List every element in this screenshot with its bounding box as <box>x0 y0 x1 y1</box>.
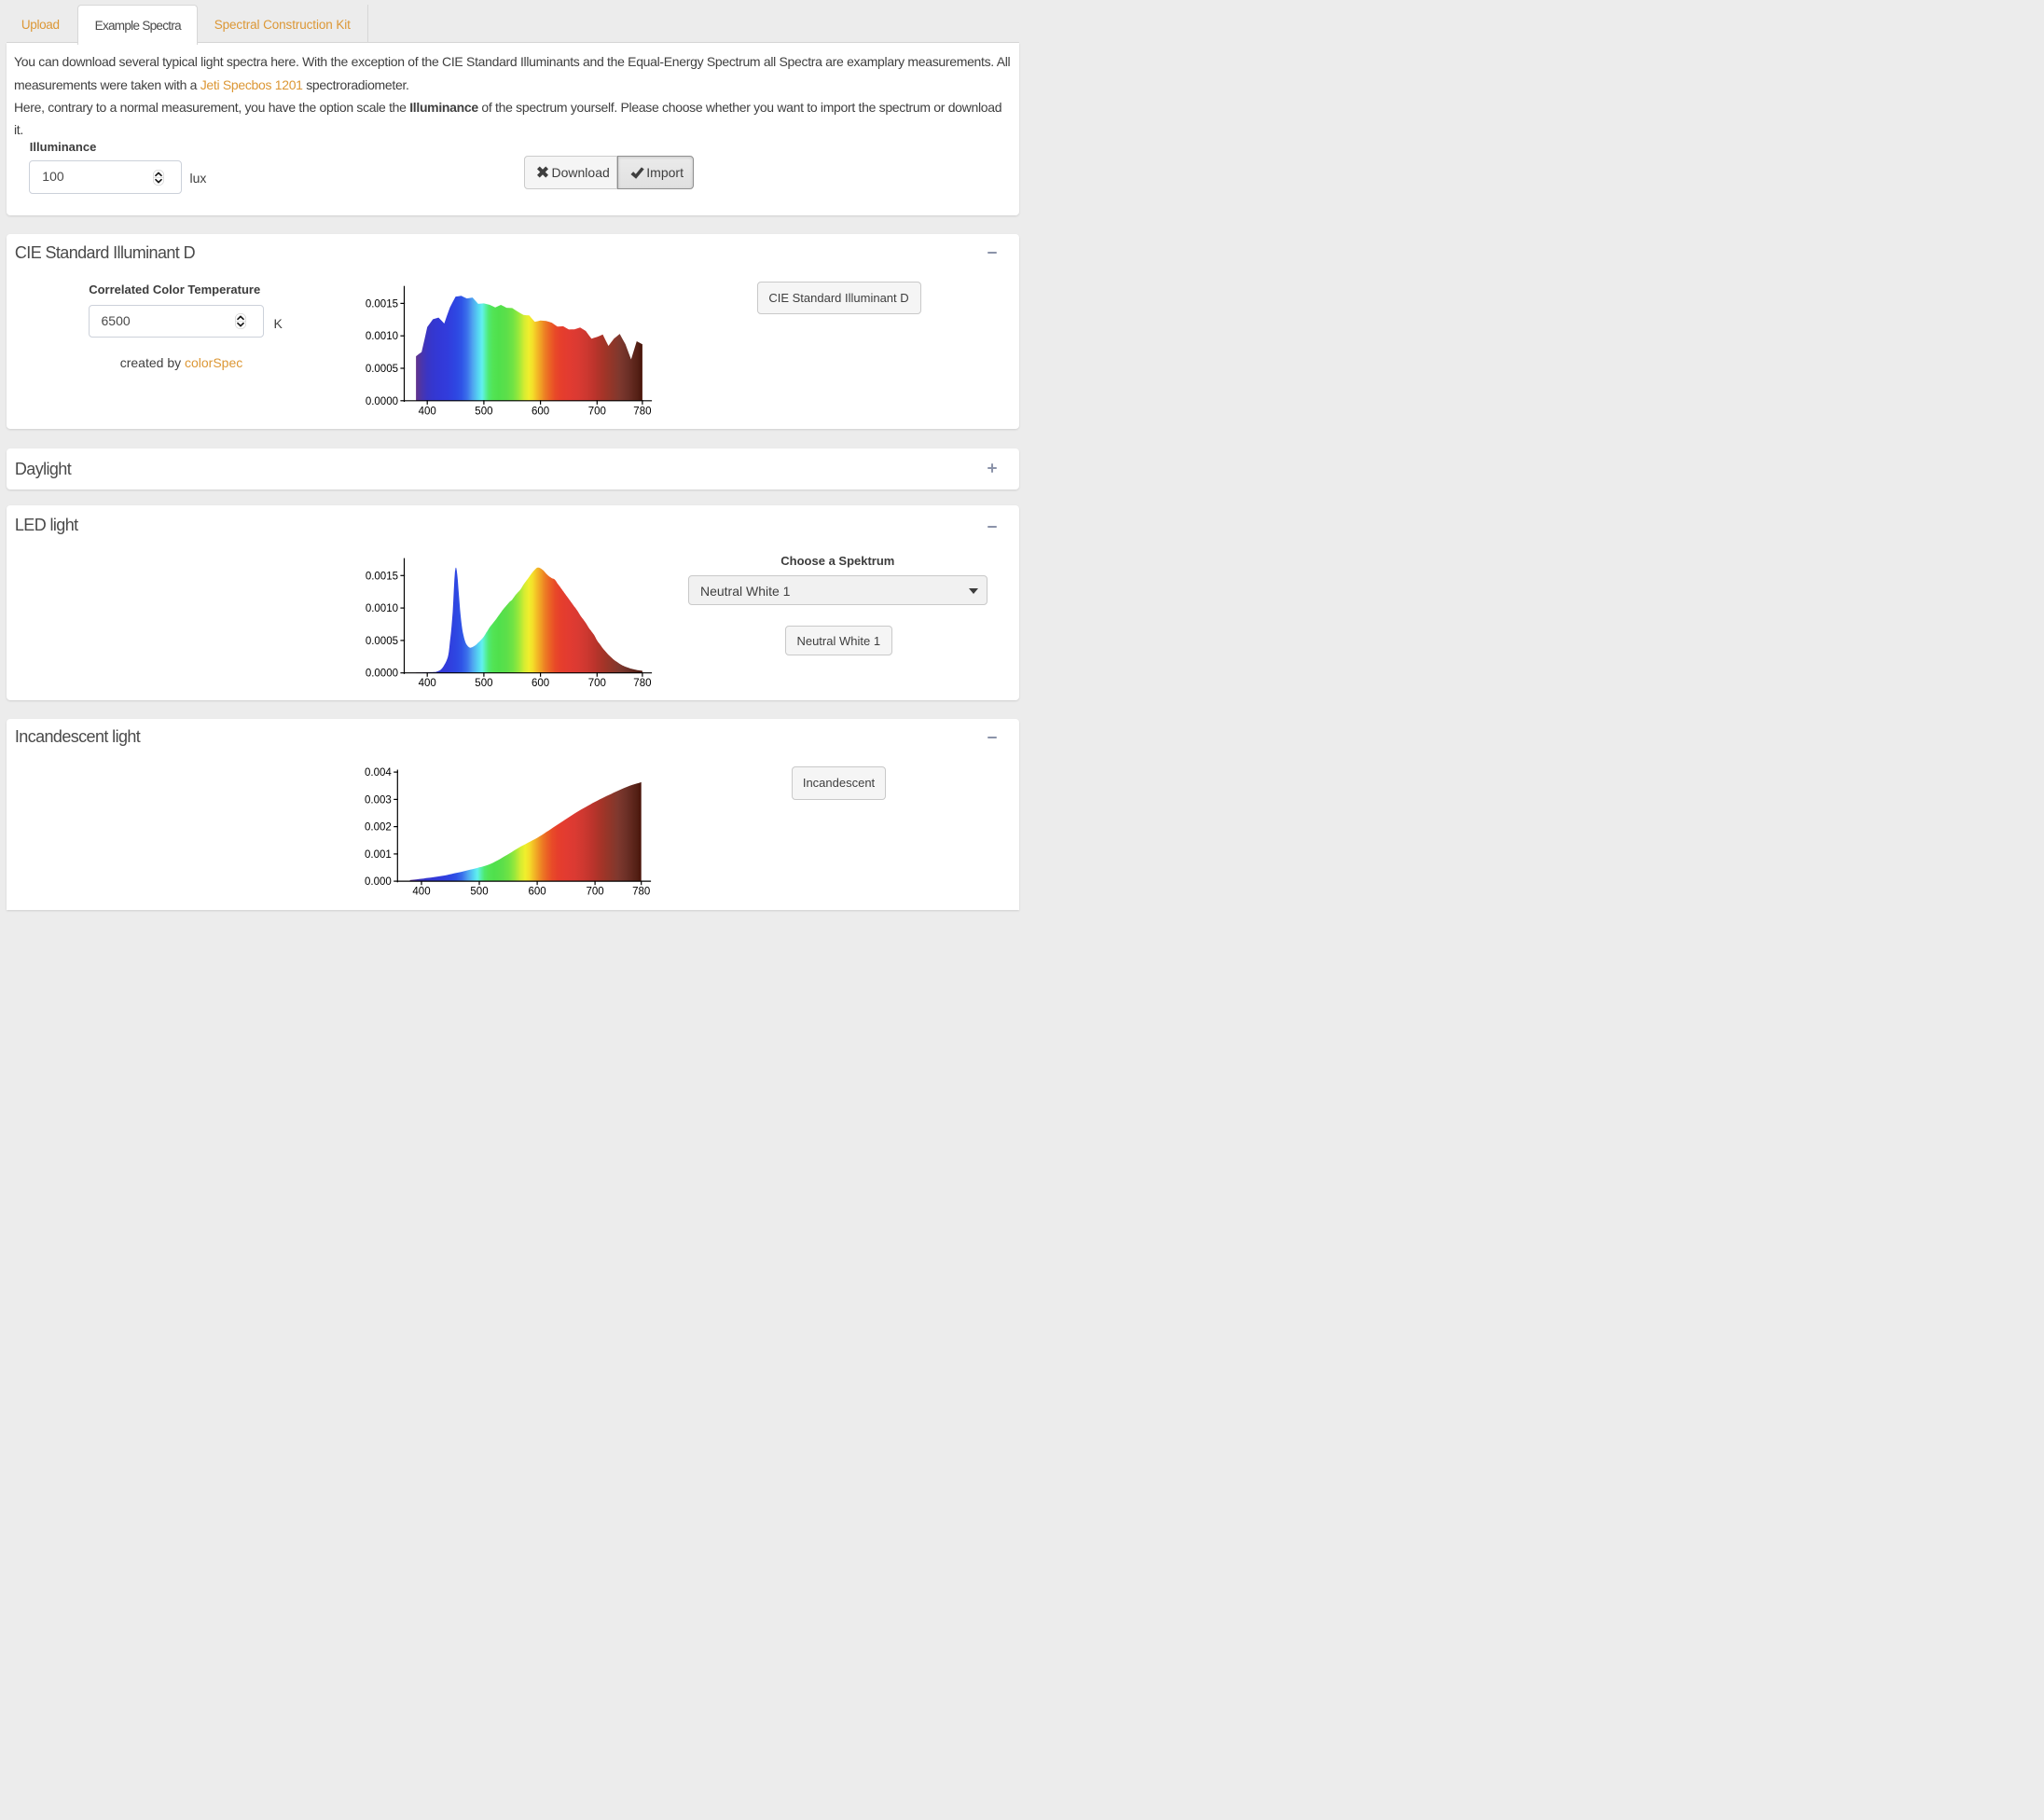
svg-text:500: 500 <box>470 887 488 898</box>
svg-text:0.000: 0.000 <box>365 876 392 888</box>
svg-text:500: 500 <box>475 678 492 689</box>
svg-text:0.0005: 0.0005 <box>366 364 398 375</box>
svg-text:500: 500 <box>475 406 492 417</box>
svg-text:0.001: 0.001 <box>365 849 392 861</box>
svg-text:600: 600 <box>529 887 546 898</box>
svg-text:0.003: 0.003 <box>365 794 392 806</box>
svg-text:700: 700 <box>587 887 604 898</box>
svg-text:700: 700 <box>588 678 606 689</box>
svg-text:0.0000: 0.0000 <box>366 396 398 407</box>
svg-text:400: 400 <box>419 406 436 417</box>
svg-text:0.0010: 0.0010 <box>366 603 398 614</box>
svg-text:780: 780 <box>633 406 651 417</box>
svg-text:780: 780 <box>633 678 651 689</box>
svg-text:780: 780 <box>632 887 650 898</box>
svg-text:0.0000: 0.0000 <box>366 669 398 680</box>
svg-text:400: 400 <box>412 887 430 898</box>
svg-text:700: 700 <box>588 406 606 417</box>
svg-text:600: 600 <box>532 678 549 689</box>
svg-text:0.0015: 0.0015 <box>366 572 398 583</box>
svg-text:0.0015: 0.0015 <box>366 299 398 310</box>
svg-text:0.004: 0.004 <box>365 767 392 779</box>
svg-text:0.002: 0.002 <box>365 822 392 834</box>
svg-text:600: 600 <box>532 406 549 417</box>
svg-text:400: 400 <box>419 678 436 689</box>
svg-text:0.0005: 0.0005 <box>366 636 398 647</box>
svg-text:0.0010: 0.0010 <box>366 331 398 342</box>
